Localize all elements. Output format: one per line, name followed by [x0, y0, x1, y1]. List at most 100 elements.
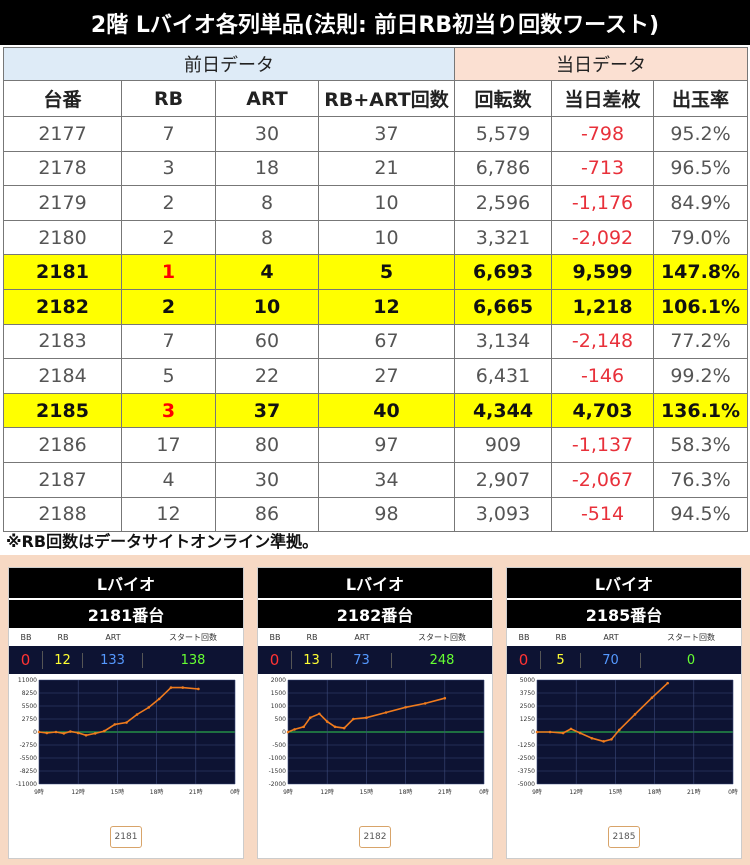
panel-unit: 2182番台 — [258, 598, 492, 628]
data-point — [325, 720, 329, 723]
x-tick-label: 21時 — [189, 788, 203, 796]
y-tick-label: 11000 — [18, 677, 37, 684]
x-tick-label: 9時 — [532, 788, 542, 796]
y-tick-label: 0 — [282, 729, 286, 736]
cell-rate: 96.5% — [652, 150, 749, 187]
y-tick-label: 5500 — [22, 703, 37, 710]
panel-machine-name: Lバイオ — [258, 568, 492, 598]
cell-rb: 4 — [121, 461, 216, 498]
x-tick-label: 9時 — [34, 788, 44, 796]
col-header-total: RB+ART回数 — [318, 80, 455, 117]
x-tick-label: 0時 — [479, 788, 489, 796]
cell-machine: 2182 — [3, 288, 122, 325]
label-bb: BB — [20, 632, 32, 642]
cell-total: 37 — [318, 116, 455, 152]
panel-unit: 2185番台 — [507, 598, 741, 628]
y-tick-label: 2750 — [22, 716, 37, 723]
value-bb: 0 — [258, 651, 292, 669]
y-tick-label: 1000 — [271, 703, 286, 710]
cell-diff: -1,137 — [551, 427, 654, 463]
cell-diff: -798 — [551, 116, 654, 152]
cell-spins: 6,665 — [454, 288, 552, 325]
cell-rate: 147.8% — [652, 254, 749, 290]
cell-spins: 2,596 — [454, 185, 552, 221]
y-tick-label: 3750 — [520, 690, 535, 697]
cell-total: 10 — [318, 185, 455, 221]
data-point — [135, 713, 139, 716]
cell-diff: 4,703 — [551, 392, 654, 429]
cell-spins: 3,134 — [454, 323, 552, 360]
data-point — [302, 725, 305, 729]
label-rb: RB — [555, 632, 567, 642]
cell-art: 30 — [215, 461, 319, 498]
cell-diff: -514 — [551, 496, 654, 533]
cell-rb: 2 — [121, 288, 216, 325]
value-rb: 12 — [43, 652, 83, 668]
data-point — [342, 726, 346, 730]
y-tick-label: -5500 — [20, 755, 38, 762]
cell-total: 21 — [318, 150, 455, 187]
cell-rb: 7 — [121, 116, 216, 152]
cell-total: 97 — [318, 427, 455, 463]
table-row: 2182 2 10 12 6,665 1,218 106.1% — [3, 288, 749, 325]
label-bb: BB — [269, 632, 281, 642]
machine-button-2185[interactable]: 2185 — [608, 826, 640, 848]
label-rb: RB — [306, 632, 318, 642]
cell-art: 8 — [215, 185, 319, 221]
data-point — [76, 731, 80, 735]
label-bb: BB — [518, 632, 530, 642]
cell-rate: 95.2% — [652, 116, 749, 152]
y-tick-label: -8250 — [20, 768, 38, 775]
stats-values: 0 13 73 248 — [258, 646, 492, 674]
col-header-art: ART — [215, 80, 319, 117]
cell-machine: 2186 — [3, 427, 122, 463]
data-point — [666, 681, 669, 685]
label-start: スタート回数 — [169, 632, 217, 642]
label-art: ART — [105, 632, 121, 642]
cell-total: 98 — [318, 496, 455, 533]
table-row: 2185 3 37 40 4,344 4,703 136.1% — [3, 392, 749, 429]
x-tick-label: 18時 — [648, 788, 662, 796]
data-point — [352, 717, 355, 721]
value-art: 73 — [332, 652, 392, 668]
data-point — [578, 731, 582, 735]
data-point — [610, 737, 613, 741]
cell-art: 86 — [215, 496, 319, 533]
graph-section: Lバイオ 2181番台 BB RB ART スタート回数 0 12 133 13… — [0, 555, 750, 865]
cell-rb: 3 — [121, 392, 216, 429]
label-art: ART — [603, 632, 619, 642]
cell-spins: 6,786 — [454, 150, 552, 187]
machine-button-2181[interactable]: 2181 — [110, 826, 142, 848]
y-tick-label: 0 — [531, 729, 535, 736]
page-title: 2階 Lバイオ各列単品(法則: 前日RB初当り回数ワースト) — [0, 0, 750, 45]
data-point — [93, 732, 97, 735]
data-point — [197, 687, 200, 691]
cell-diff: -2,148 — [551, 323, 654, 360]
cell-rate: 58.3% — [652, 427, 749, 463]
x-tick-label: 0時 — [230, 788, 240, 796]
stats-values: 0 12 133 138 — [9, 646, 243, 674]
cell-spins: 6,693 — [454, 254, 552, 290]
data-point — [333, 725, 337, 729]
y-tick-label: 2000 — [271, 677, 286, 684]
cell-total: 67 — [318, 323, 455, 360]
cell-machine: 2177 — [3, 116, 122, 152]
cell-spins: 3,321 — [454, 219, 552, 256]
y-tick-label: 0 — [33, 729, 37, 736]
cell-rate: 99.2% — [652, 358, 749, 394]
cell-machine: 2187 — [3, 461, 122, 498]
data-point — [69, 730, 72, 733]
data-point — [633, 713, 637, 716]
data-point — [561, 731, 565, 735]
cell-art: 80 — [215, 427, 319, 463]
col-header-spins: 回転数 — [454, 80, 552, 117]
stats-values: 0 5 70 0 — [507, 646, 741, 674]
cell-rate: 77.2% — [652, 323, 749, 360]
machine-button-2182[interactable]: 2182 — [359, 826, 391, 848]
cell-total: 34 — [318, 461, 455, 498]
data-point — [569, 727, 573, 731]
cell-diff: 9,599 — [551, 254, 654, 290]
cell-diff: -146 — [551, 358, 654, 394]
value-start: 0 — [686, 652, 696, 668]
